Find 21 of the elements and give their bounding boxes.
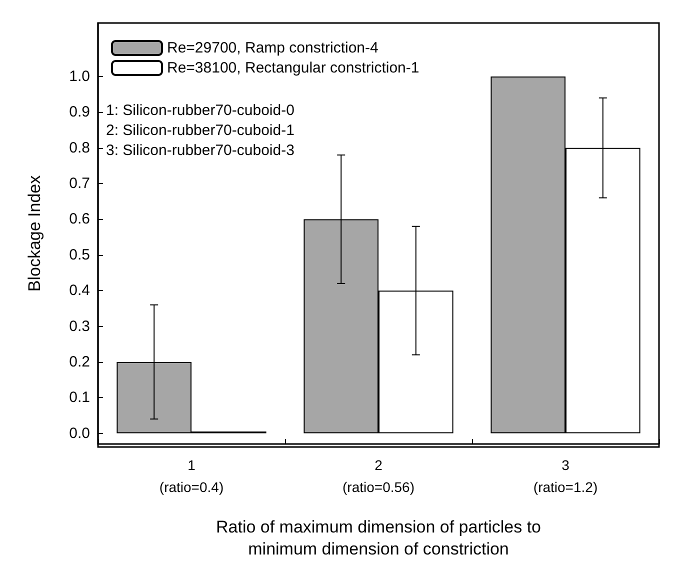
x-tick-label: 2 (ratio=0.56)	[342, 457, 414, 495]
y-axis-title: Blockage Index	[25, 174, 44, 292]
y-tick-label: 0.4	[69, 282, 90, 300]
legend-label: Re=38100, Rectangular constriction-1	[167, 60, 420, 76]
y-tick-label: 0.9	[69, 104, 90, 121]
y-tick-label: 0.5	[69, 246, 90, 264]
y-tick-label: 0.8	[69, 139, 90, 156]
annotation: 1: Silicon-rubber70-cuboid-0	[106, 102, 294, 119]
y-tick-label: 0.2	[69, 353, 90, 370]
y-tick-label: 0.1	[69, 389, 90, 406]
y-tick-label: 0.0	[69, 424, 90, 442]
legend-label: Re=29700, Ramp constriction-4	[167, 40, 378, 56]
x-tick-label: 1 (ratio=0.4)	[159, 457, 224, 495]
y-tick-label: 1.0	[69, 68, 90, 86]
y-tick-label: 0.7	[69, 175, 90, 192]
y-tick-label: 0.6	[69, 210, 90, 228]
x-tick-label: 3 (ratio=1.2)	[533, 457, 598, 495]
annotation: 2: Silicon-rubber70-cuboid-1	[106, 122, 294, 139]
x-axis-title: Ratio of maximum dimension of particles to minimum dimension of constriction	[216, 518, 542, 558]
annotation: 3: Silicon-rubber70-cuboid-3	[106, 142, 294, 159]
y-tick-label: 0.3	[69, 318, 90, 335]
